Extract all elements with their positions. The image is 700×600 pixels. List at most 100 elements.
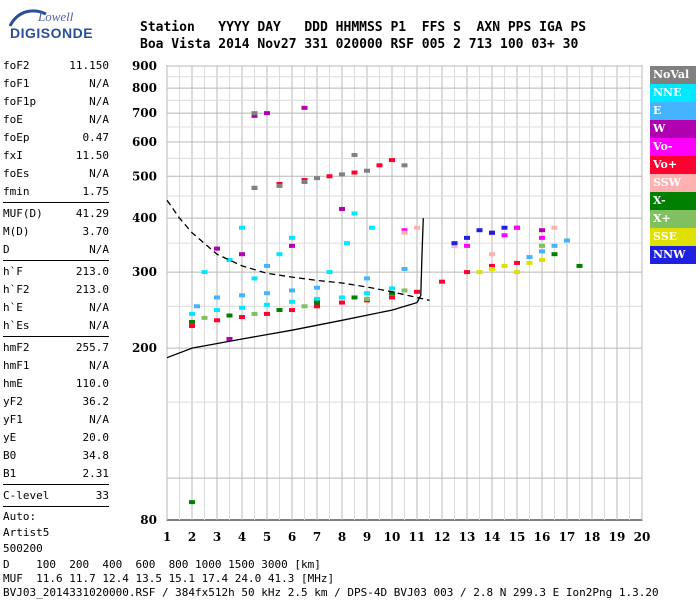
scatter-point <box>276 308 283 313</box>
logo-top-text: Lowell <box>38 9 74 24</box>
x-tick-label: 10 <box>384 530 401 544</box>
param-label: B0 <box>3 449 17 462</box>
x-tick-label: 15 <box>509 530 526 544</box>
scatter-point <box>401 266 408 271</box>
param-value: 213.0 <box>75 283 109 296</box>
scatter-point <box>389 291 395 296</box>
scatter-point <box>301 178 308 183</box>
scatter-point <box>301 179 308 184</box>
scatter-point <box>439 279 445 284</box>
param-value: N/A <box>89 319 109 332</box>
scatter-point <box>351 211 358 216</box>
param-label: hmF2 <box>3 341 30 354</box>
x-tick-label: 1 <box>163 530 171 544</box>
scatter-point <box>364 276 370 281</box>
y-tick-label: 200 <box>132 341 157 355</box>
divider <box>3 506 109 507</box>
scatter-point <box>251 276 258 281</box>
param-value: 20.0 <box>82 431 110 444</box>
scatter-point <box>369 225 375 230</box>
scatter-point <box>451 243 458 248</box>
param-row: M(D) 3.70 <box>3 223 109 241</box>
scatter-point <box>351 295 358 300</box>
scatter-point <box>339 295 345 300</box>
scatter-point <box>189 500 195 505</box>
param-label: hmE <box>3 377 23 390</box>
param-group-4: hmF2 255.7 hmF1 N/A hmE 110.0 yF2 36.2 yF1 N/… <box>3 339 109 483</box>
x-tick-label: 19 <box>609 530 626 544</box>
scatter-point <box>301 304 308 309</box>
param-row: MUF(D) 41.29 <box>3 205 109 223</box>
param-label: foF1p <box>3 95 37 108</box>
legend-item-nnw: NNW <box>650 246 696 264</box>
param-row: C-level 33 <box>3 487 109 505</box>
scatter-point <box>489 266 495 271</box>
y-tick-label: 900 <box>132 59 157 73</box>
param-row: hmF2 255.7 <box>3 339 109 357</box>
param-value: 1.75 <box>82 185 110 198</box>
param-row: hmF1 N/A <box>3 357 109 375</box>
scatter-point <box>194 304 200 309</box>
param-value: 255.7 <box>75 341 109 354</box>
scatter-point <box>514 225 520 230</box>
x-tick-label: 2 <box>188 530 196 544</box>
legend-item-x-minus: X- <box>650 192 696 210</box>
param-row: foEp 0.47 <box>3 129 109 147</box>
scatter-point <box>214 295 220 300</box>
scatter-point <box>514 260 520 265</box>
param-row: h`F 213.0 <box>3 263 109 281</box>
x-tick-label: 3 <box>213 530 221 544</box>
scatter-point <box>239 252 245 257</box>
logo-swoosh-icon <box>8 9 47 27</box>
scatter-point <box>264 111 270 116</box>
param-label: yF1 <box>3 413 23 426</box>
param-label: h`F2 <box>3 283 30 296</box>
profile-line <box>166 218 424 359</box>
auto-value: Artist5 <box>3 526 50 539</box>
scatter-point <box>289 235 295 240</box>
param-row: h`F2 213.0 <box>3 281 109 299</box>
param-value: N/A <box>89 77 109 90</box>
x-tick-label: 8 <box>338 530 346 544</box>
param-label: foF1 <box>3 77 30 90</box>
scatter-point <box>201 270 208 275</box>
param-value: N/A <box>89 413 109 426</box>
param-row: hmE 110.0 <box>3 375 109 393</box>
scatter-point <box>351 170 358 175</box>
logo-main-text: DIGISONDE <box>10 25 94 41</box>
param-row: yF2 36.2 <box>3 393 109 411</box>
param-row: fmin 1.75 <box>3 183 109 201</box>
legend-item-ssw: SSW <box>650 174 696 192</box>
scatter-point <box>214 318 220 323</box>
x-tick-label: 5 <box>263 530 271 544</box>
param-row: yF1 N/A <box>3 411 109 429</box>
scatter-point <box>314 176 320 181</box>
scatter-point <box>364 296 370 301</box>
scatter-point <box>389 158 395 163</box>
x-tick-label: 11 <box>409 530 426 544</box>
scatter-point <box>251 185 258 190</box>
scatter-point <box>514 225 520 230</box>
scatter-point <box>276 183 283 188</box>
scatter-point <box>239 305 245 310</box>
scatter-point <box>201 315 208 320</box>
scatter-point <box>489 263 495 268</box>
y-tick-label: 80 <box>140 513 157 527</box>
scatter-point <box>489 230 495 235</box>
param-row: fxI 11.50 <box>3 147 109 165</box>
scatter-point <box>239 315 245 320</box>
param-group-2: MUF(D) 41.29 M(D) 3.70 D N/A <box>3 205 109 259</box>
legend-item-vo-plus: Vo+ <box>650 156 696 174</box>
scatter-point <box>414 225 420 230</box>
scatter-point <box>289 299 295 304</box>
scatter-point <box>251 311 258 316</box>
scatter-point <box>214 246 220 251</box>
divider <box>3 260 109 261</box>
scatter-point <box>389 295 395 300</box>
param-row: foE N/A <box>3 111 109 129</box>
header-line-1: Station YYYY DAY DDD HHMMSS P1 FFS S AXN… <box>140 20 587 35</box>
param-row: foEs N/A <box>3 165 109 183</box>
legend-item-e: E <box>650 102 696 120</box>
scatter-point <box>364 291 370 296</box>
header-line-2: Boa Vista 2014 Nov27 331 020000 RSF 005 … <box>140 37 579 52</box>
